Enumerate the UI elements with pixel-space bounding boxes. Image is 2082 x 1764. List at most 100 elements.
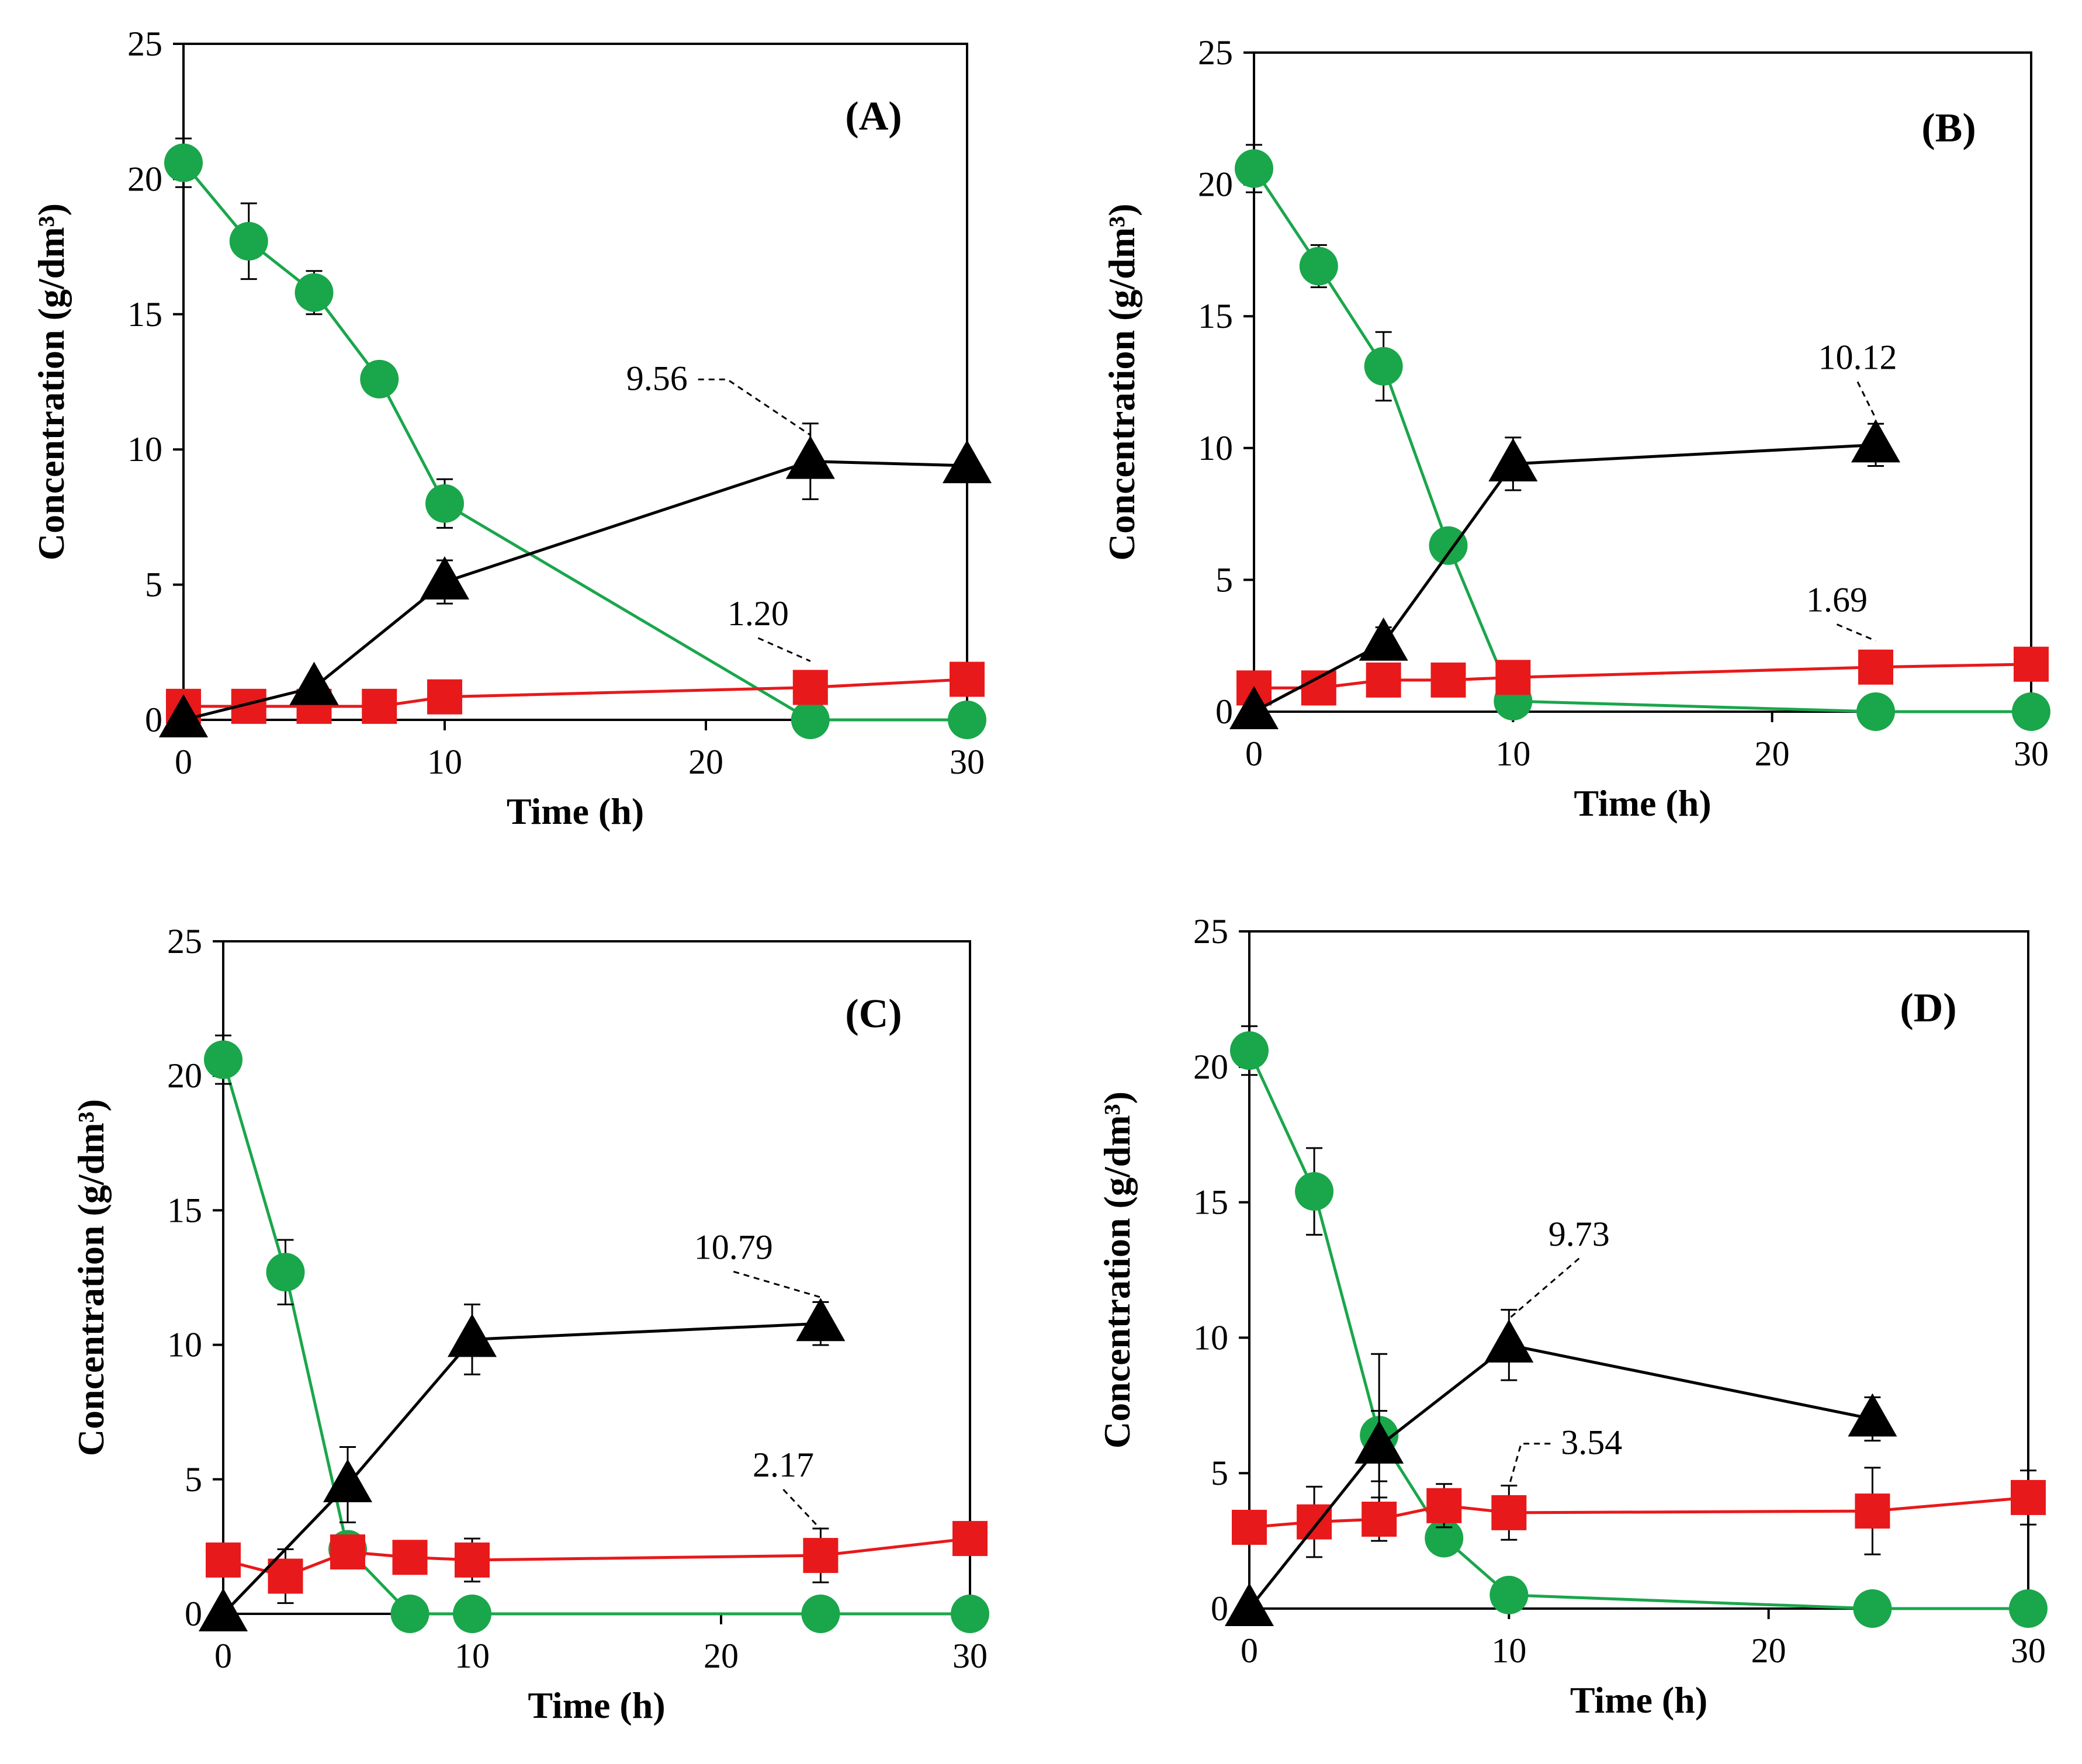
annotation-label: 2.17 xyxy=(753,1446,814,1484)
annotation-leader-line xyxy=(1856,381,1877,420)
x-tick-label: 20 xyxy=(1755,734,1790,773)
y-tick-label: 10 xyxy=(1193,1318,1228,1357)
annotation-leader-line xyxy=(733,1270,821,1298)
green-circle-marker xyxy=(1489,1575,1529,1614)
black-triangle-marker xyxy=(323,1459,372,1503)
black-triangle-marker xyxy=(1484,1319,1534,1363)
black-triangle-marker xyxy=(420,556,469,599)
red-square-marker xyxy=(362,688,397,724)
annotation-leader-line xyxy=(782,1489,822,1530)
x-tick-label: 0 xyxy=(214,1637,232,1675)
y-tick-label: 20 xyxy=(167,1056,202,1095)
red-square-marker xyxy=(1426,1488,1462,1523)
plot-frame xyxy=(1248,930,2029,1610)
green-circle-marker xyxy=(1230,1031,1269,1070)
y-tick-label: 25 xyxy=(1193,912,1228,951)
y-tick-label: 25 xyxy=(167,922,202,961)
green-circle-marker xyxy=(360,359,399,398)
x-tick-label: 30 xyxy=(952,1637,988,1675)
red-square-marker xyxy=(206,1542,241,1578)
green-circle-marker xyxy=(425,484,464,523)
black-triangle-marker xyxy=(1851,419,1900,463)
x-tick-label: 10 xyxy=(427,743,462,781)
red-square-marker xyxy=(952,1521,988,1557)
black-triangle-marker xyxy=(1229,686,1279,729)
green-circle-marker xyxy=(390,1595,429,1633)
y-axis-title: Concentration (g/dm³) xyxy=(30,203,72,560)
y-tick-label: 25 xyxy=(127,25,162,63)
green-circle-marker xyxy=(229,221,268,261)
black-triangle-marker xyxy=(1225,1583,1274,1626)
black-triangle-marker xyxy=(289,661,339,705)
green-circle-marker xyxy=(951,1595,989,1633)
red-square-marker xyxy=(1858,649,1893,685)
green-circle-marker xyxy=(164,143,203,182)
red-square-marker xyxy=(268,1558,303,1594)
black-triangle-marker xyxy=(785,435,835,479)
y-axis-title: Concentration (g/dm³) xyxy=(70,1099,112,1456)
green-circle-marker xyxy=(1295,1172,1334,1211)
red-square-marker xyxy=(803,1538,839,1574)
green-circle-marker xyxy=(1425,1519,1464,1558)
y-tick-label: 5 xyxy=(185,1460,202,1499)
x-tick-label: 20 xyxy=(688,743,723,781)
green-circle-marker xyxy=(948,701,986,739)
y-tick-label: 15 xyxy=(1198,297,1233,335)
x-axis-title: Time (h) xyxy=(507,791,644,832)
y-tick-label: 10 xyxy=(127,430,162,469)
green-circle-marker xyxy=(1235,149,1273,188)
y-tick-label: 20 xyxy=(127,160,162,198)
red-square-marker xyxy=(1297,1504,1332,1540)
red-square-marker xyxy=(392,1540,428,1575)
green-circle-marker xyxy=(1364,346,1403,386)
x-tick-label: 10 xyxy=(455,1637,490,1675)
y-tick-label: 10 xyxy=(1198,429,1233,467)
chart-panel-b: 0 5 10 15 20 25 0 10 20 30 Time (h) Concentration (… xyxy=(1101,33,2050,824)
y-tick-label: 20 xyxy=(1193,1048,1228,1086)
black-triangle-marker xyxy=(199,1588,248,1631)
y-axis-title: Concentration (g/dm³) xyxy=(1101,203,1142,560)
green-circle-marker xyxy=(791,701,830,739)
annotation-label: 9.73 xyxy=(1548,1215,1610,1253)
red-square-marker xyxy=(2011,1479,2046,1515)
red-square-marker xyxy=(950,661,985,697)
green-circle-marker xyxy=(1429,526,1468,565)
annotation-label: 10.12 xyxy=(1818,338,1897,376)
red-square-marker xyxy=(330,1534,365,1570)
x-tick-label: 10 xyxy=(1495,734,1530,773)
chart-panel-d: 0 5 10 15 20 25 0 10 20 30 Time (h) Concentration (… xyxy=(1096,912,2048,1721)
black-triangle-marker xyxy=(943,439,992,483)
annotation-leader-line xyxy=(1836,623,1876,642)
y-tick-label: 20 xyxy=(1198,165,1233,204)
y-tick-label: 15 xyxy=(167,1191,202,1229)
red-square-marker xyxy=(427,679,462,715)
green-circle-marker xyxy=(801,1595,840,1633)
chart-panel-a: 0 5 10 15 20 25 0 10 20 30 Time (h) Concentration (… xyxy=(30,25,992,832)
black-triangle-series-line xyxy=(1253,443,1876,713)
annotation-label: 1.20 xyxy=(728,594,789,633)
black-triangle-marker xyxy=(1488,438,1538,481)
red-square-marker xyxy=(792,670,828,705)
green-circle-marker xyxy=(204,1040,243,1079)
x-tick-label: 20 xyxy=(1751,1631,1786,1670)
y-tick-label: 0 xyxy=(185,1595,202,1633)
x-tick-label: 10 xyxy=(1491,1631,1526,1670)
annotation-leader-line xyxy=(698,378,811,436)
annotation-label: 1.69 xyxy=(1806,581,1868,619)
black-triangle-marker xyxy=(159,694,208,737)
x-tick-label: 0 xyxy=(1241,1631,1258,1670)
x-axis-title: Time (h) xyxy=(1574,782,1711,824)
green-circle-marker xyxy=(266,1253,305,1292)
black-triangle-marker xyxy=(1848,1393,1897,1437)
red-square-marker xyxy=(1362,1502,1397,1537)
green-circle-marker xyxy=(1856,692,1895,731)
annotation-label: 3.54 xyxy=(1561,1423,1622,1462)
x-axis-title: Time (h) xyxy=(528,1685,665,1726)
y-tick-label: 0 xyxy=(145,701,162,739)
y-axis-title: Concentration (g/dm³) xyxy=(1096,1091,1138,1448)
red-square-marker xyxy=(1301,670,1336,706)
y-tick-label: 5 xyxy=(1211,1454,1228,1492)
red-square-marker xyxy=(1232,1509,1267,1545)
annotation-leader-line xyxy=(757,637,811,662)
